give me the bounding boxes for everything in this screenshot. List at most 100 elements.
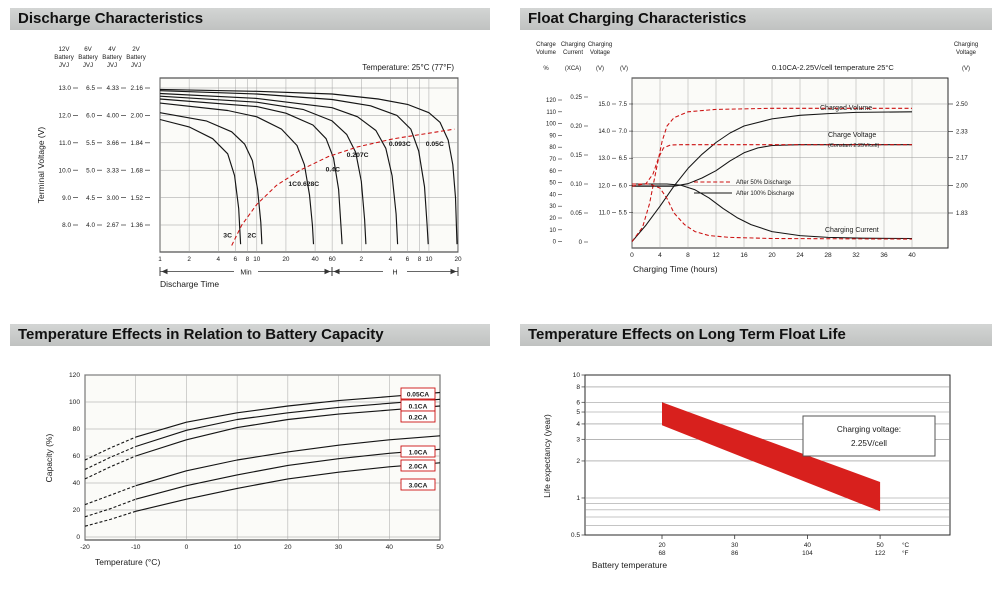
svg-text:4.33: 4.33: [107, 85, 120, 92]
svg-text:40: 40: [312, 256, 320, 263]
svg-text:5.5: 5.5: [619, 210, 628, 216]
svg-text:0: 0: [185, 544, 189, 551]
curves: [159, 88, 458, 246]
svg-text:0.10: 0.10: [570, 182, 582, 188]
svg-text:Charging: Charging: [588, 42, 612, 48]
series-0.4C: [159, 95, 367, 245]
svg-text:2: 2: [359, 256, 363, 263]
band-layer: [662, 402, 881, 512]
series-0.207C: [159, 92, 399, 245]
series-charged-volume-100: [631, 111, 913, 242]
svg-text:2.50: 2.50: [956, 102, 968, 108]
svg-text:8: 8: [576, 384, 580, 391]
svg-text:4: 4: [216, 256, 220, 263]
svg-text:13.0: 13.0: [598, 156, 610, 162]
svg-text:1.84: 1.84: [131, 140, 144, 147]
svg-text:JVJ: JVJ: [107, 62, 117, 69]
plot-grid: [631, 77, 949, 249]
svg-text:0: 0: [553, 240, 557, 246]
svg-text:Volume: Volume: [536, 50, 557, 56]
panel-capacity-temperature: Temperature Effects in Relation to Batte…: [10, 324, 490, 586]
svg-text:120: 120: [69, 372, 80, 379]
svg-text:3: 3: [576, 437, 580, 444]
svg-text:JVJ: JVJ: [83, 62, 93, 69]
svg-text:10: 10: [233, 544, 241, 551]
svg-text:4.00: 4.00: [107, 113, 120, 120]
svg-text:Current: Current: [563, 50, 583, 56]
svg-text:40: 40: [908, 252, 916, 259]
svg-text:28: 28: [824, 252, 832, 259]
svg-text:0.207C: 0.207C: [347, 152, 369, 159]
svg-text:Battery: Battery: [54, 54, 75, 61]
svg-text:-10: -10: [131, 544, 141, 551]
svg-text:JVJ: JVJ: [59, 62, 69, 69]
svg-text:20: 20: [282, 256, 290, 263]
svg-text:40: 40: [549, 192, 556, 198]
svg-text:90: 90: [549, 133, 556, 139]
svg-text:16: 16: [740, 252, 748, 259]
section-title-float-life: Temperature Effects on Long Term Float L…: [520, 324, 992, 346]
svg-text:0.628C: 0.628C: [297, 181, 319, 188]
svg-text:68: 68: [658, 550, 666, 557]
svg-text:122: 122: [875, 550, 886, 557]
svg-text:5.0: 5.0: [86, 167, 95, 174]
svg-text:After 100% Discharge: After 100% Discharge: [736, 191, 795, 197]
svg-text:1: 1: [158, 256, 162, 263]
svg-text:0.15: 0.15: [570, 153, 582, 159]
svg-text:3.66: 3.66: [107, 140, 120, 147]
svg-text:60: 60: [329, 256, 337, 263]
svg-text:Charging voltage:: Charging voltage:: [837, 425, 901, 434]
svg-text:(V): (V): [962, 66, 970, 72]
svg-text:7.5: 7.5: [619, 102, 628, 108]
series-1.0CA: [135, 435, 441, 487]
float-life-band: [662, 402, 881, 512]
svg-text:2.0CA: 2.0CA: [409, 464, 428, 471]
panel-float-charging: Float Charging Characteristics Charge Vol…: [520, 8, 992, 298]
svg-text:86: 86: [731, 550, 739, 557]
float-charging-chart: ChargeVolume%120110100908070605040302010…: [536, 42, 978, 274]
svg-text:8: 8: [686, 252, 690, 259]
series-charging-current-100: [632, 183, 913, 240]
svg-text:Temperature (°C): Temperature (°C): [95, 557, 160, 567]
svg-text:Charging: Charging: [954, 42, 978, 48]
svg-text:(V): (V): [620, 66, 628, 72]
svg-text:24: 24: [796, 252, 804, 259]
svg-text:Battery: Battery: [126, 54, 147, 61]
series-3C: [159, 118, 242, 245]
svg-text:1.0CA: 1.0CA: [409, 450, 428, 457]
svg-text:6.0: 6.0: [619, 183, 628, 189]
svg-text:H: H: [392, 270, 397, 277]
svg-text:30: 30: [731, 542, 739, 549]
svg-text:10: 10: [253, 256, 261, 263]
annotations: Charging voltage: 2.25V/cell Life expectan…: [542, 414, 936, 570]
svg-text:6.0: 6.0: [86, 113, 95, 120]
svg-text:2: 2: [187, 256, 191, 263]
svg-text:7.0: 7.0: [619, 129, 628, 135]
plot-grid: [159, 77, 459, 253]
series-charging-current-50: [632, 183, 913, 240]
svg-text:50: 50: [436, 544, 444, 551]
axes: 0 20 40 60 80 100 120 -20 -10 0 10 20 30 40 50: [69, 372, 444, 551]
svg-text:0.25: 0.25: [570, 95, 582, 101]
svg-text:Discharge Time: Discharge Time: [160, 279, 219, 289]
svg-text:Voltage: Voltage: [956, 50, 977, 56]
svg-text:6: 6: [406, 256, 410, 263]
svg-text:4: 4: [576, 421, 580, 428]
svg-text:13.0: 13.0: [59, 85, 72, 92]
svg-text:2.16: 2.16: [131, 85, 144, 92]
svg-text:9.0: 9.0: [62, 195, 71, 202]
svg-text:1.68: 1.68: [131, 167, 144, 174]
svg-text:0.05: 0.05: [570, 211, 582, 217]
annotations: Temperature: 25°C (77°F) 3C 2C 1C 0.628C 0.4C…: [36, 63, 454, 289]
svg-text:°C: °C: [902, 541, 910, 549]
svg-text:40: 40: [73, 480, 81, 487]
svg-text:Battery temperature: Battery temperature: [592, 560, 667, 570]
svg-text:20: 20: [658, 542, 666, 549]
svg-text:10: 10: [573, 372, 581, 379]
svg-text:40: 40: [386, 544, 394, 551]
svg-text:2.00: 2.00: [956, 183, 968, 189]
svg-text:4.0: 4.0: [86, 222, 95, 229]
svg-text:4: 4: [658, 252, 662, 259]
svg-text:36: 36: [880, 252, 888, 259]
svg-text:Capacity (%): Capacity (%): [44, 434, 54, 483]
